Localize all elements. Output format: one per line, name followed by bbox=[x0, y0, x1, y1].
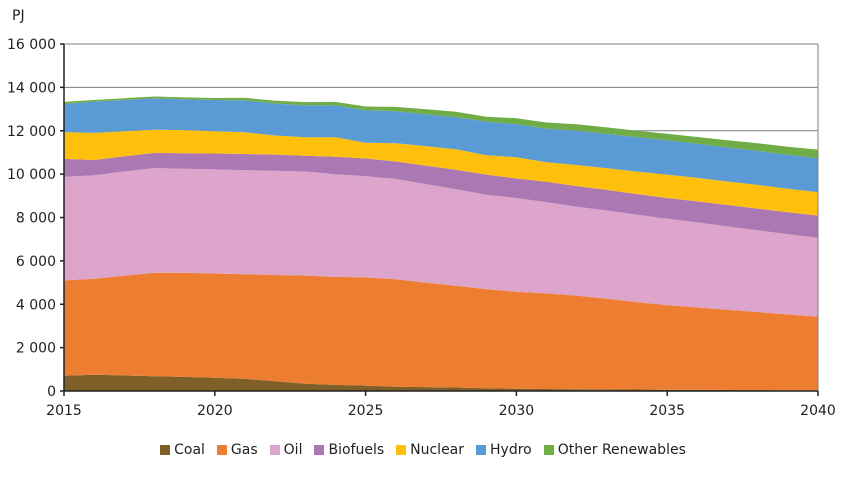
legend-label: Biofuels bbox=[328, 442, 385, 458]
legend-swatch bbox=[396, 445, 407, 455]
legend-item: Hydro bbox=[476, 442, 532, 458]
x-tick-label: 2035 bbox=[649, 403, 685, 419]
x-tick-label: 2020 bbox=[197, 403, 233, 419]
area-gas bbox=[64, 272, 818, 391]
legend-label: Hydro bbox=[490, 442, 532, 458]
x-tick-label: 2015 bbox=[46, 403, 82, 419]
legend-swatch bbox=[269, 445, 280, 455]
area-coal bbox=[64, 374, 818, 391]
y-tick-label: 4 000 bbox=[16, 297, 56, 313]
x-tick-label: 2025 bbox=[348, 403, 384, 419]
y-axis-unit-label: PJ bbox=[12, 8, 25, 24]
y-tick-label: 10 000 bbox=[7, 167, 56, 183]
y-tick-label: 8 000 bbox=[16, 211, 56, 227]
legend-swatch bbox=[314, 445, 325, 455]
legend-swatch bbox=[543, 445, 554, 455]
area-biofuels bbox=[64, 152, 818, 238]
legend-swatch bbox=[216, 445, 227, 455]
legend-label: Nuclear bbox=[410, 442, 465, 458]
area-hydro bbox=[64, 98, 818, 193]
legend-swatch bbox=[160, 445, 171, 455]
y-tick-label: 2 000 bbox=[16, 341, 56, 357]
area-nuclear bbox=[64, 129, 818, 216]
legend-label: Coal bbox=[174, 442, 205, 458]
legend-swatch bbox=[476, 445, 487, 455]
legend-item: Oil bbox=[269, 442, 303, 458]
legend-item: Gas bbox=[216, 442, 258, 458]
legend-item: Nuclear bbox=[396, 442, 464, 458]
legend: Coal Gas Oil Biofuels Nuclear Hydro Other Rene… bbox=[0, 442, 846, 458]
x-tick-label: 2030 bbox=[499, 403, 535, 419]
y-tick-label: 16 000 bbox=[7, 37, 56, 53]
y-tick-label: 6 000 bbox=[16, 254, 56, 270]
legend-item: Coal bbox=[160, 442, 205, 458]
y-tick-label: 0 bbox=[47, 384, 56, 400]
legend-item: Biofuels bbox=[314, 442, 384, 458]
x-tick-label: 2040 bbox=[800, 403, 836, 419]
area-oil bbox=[64, 168, 818, 317]
legend-item: Other Renewables bbox=[543, 442, 686, 458]
legend-label: Gas bbox=[230, 442, 258, 458]
legend-label: Other Renewables bbox=[557, 442, 686, 458]
y-tick-label: 12 000 bbox=[7, 124, 56, 140]
y-tick-label: 14 000 bbox=[7, 80, 56, 96]
legend-label: Oil bbox=[283, 442, 303, 458]
